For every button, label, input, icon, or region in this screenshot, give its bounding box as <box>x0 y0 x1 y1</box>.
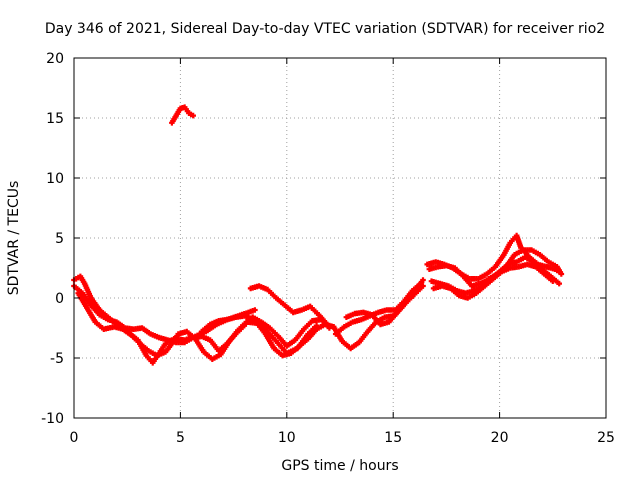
x-tick-label: 10 <box>278 430 296 446</box>
x-tick-label: 20 <box>491 430 509 446</box>
y-tick-label: 5 <box>55 231 64 247</box>
data-point <box>420 277 426 283</box>
x-tick-label: 25 <box>597 430 615 446</box>
x-tick-label: 15 <box>384 430 402 446</box>
data-point <box>190 112 196 119</box>
data-point <box>558 271 565 277</box>
tick-layer: 0 5 10 15 20 25 -10 -5 0 5 10 15 20 <box>41 51 615 446</box>
data-layer <box>71 104 565 366</box>
series-track-5 <box>247 283 331 328</box>
data-point <box>313 322 320 329</box>
data-point <box>252 307 258 313</box>
data-point <box>420 283 426 289</box>
series-track-12 <box>430 261 556 301</box>
y-tick-label: -10 <box>41 411 64 427</box>
data-point <box>324 321 331 328</box>
y-tick-label: 15 <box>46 111 64 127</box>
y-tick-label: -5 <box>50 351 64 367</box>
y-tick-label: 20 <box>46 51 64 67</box>
x-axis-label: GPS time / hours <box>281 458 398 474</box>
x-tick-label: 0 <box>70 430 79 446</box>
y-tick-label: 0 <box>55 291 64 307</box>
series-track-13 <box>169 104 196 126</box>
y-axis-label: SDTVAR / TECUs <box>6 181 22 296</box>
data-point <box>550 278 556 284</box>
data-point <box>556 280 562 287</box>
grid-layer <box>74 58 606 418</box>
y-tick-label: 10 <box>46 171 64 187</box>
series-track-8 <box>343 283 426 328</box>
x-tick-label: 5 <box>176 430 185 446</box>
chart-title: Day 346 of 2021, Sidereal Day-to-day VTE… <box>45 21 605 37</box>
series-track-4 <box>198 313 320 356</box>
